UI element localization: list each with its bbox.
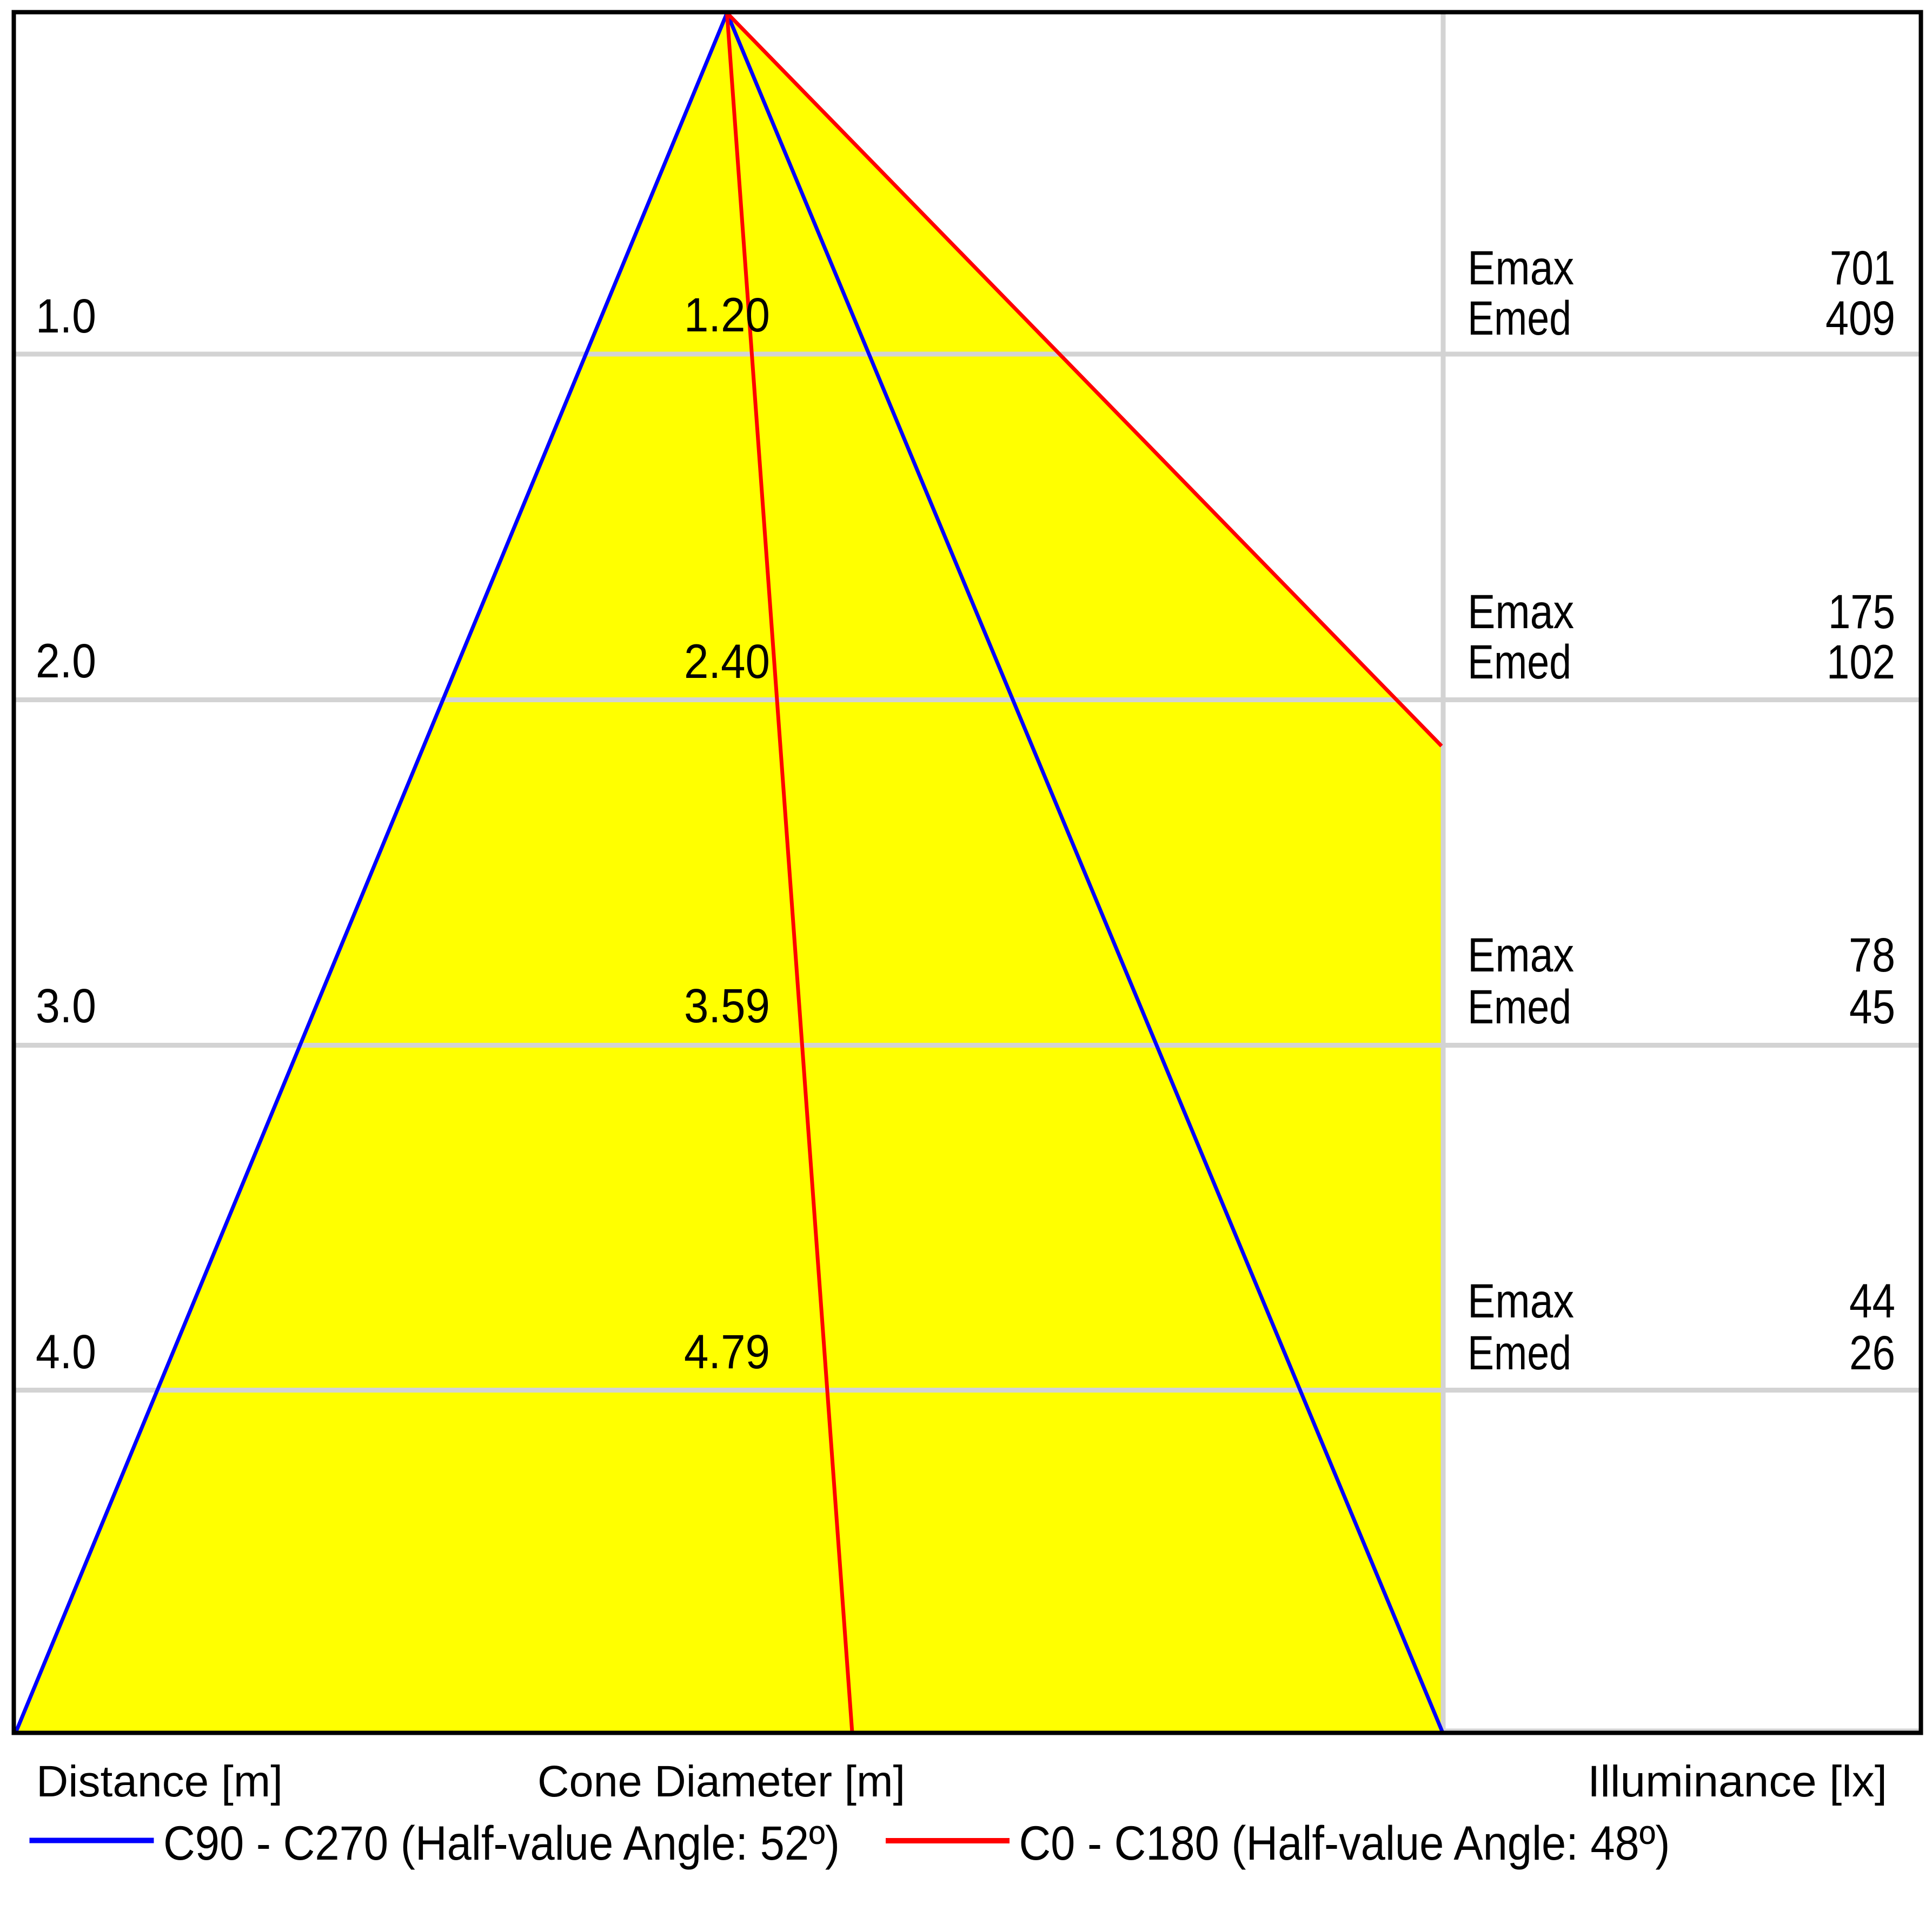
svg-text:45: 45 — [1849, 980, 1895, 1034]
svg-text:701: 701 — [1830, 241, 1895, 295]
svg-text:Cone Diameter [m]: Cone Diameter [m] — [537, 1757, 905, 1806]
svg-text:Emed: Emed — [1468, 980, 1571, 1034]
svg-text:1.20: 1.20 — [684, 288, 770, 342]
svg-text:Emed: Emed — [1468, 635, 1571, 689]
svg-text:175: 175 — [1828, 584, 1895, 638]
svg-text:3.59: 3.59 — [684, 978, 770, 1033]
svg-text:Distance [m]: Distance [m] — [36, 1757, 283, 1806]
svg-text:409: 409 — [1825, 291, 1895, 345]
svg-text:26: 26 — [1849, 1326, 1895, 1380]
svg-text:Emax: Emax — [1468, 928, 1574, 982]
svg-text:C0 - C180 (Half-value Angle: 4: C0 - C180 (Half-value Angle: 48º) — [1019, 1816, 1670, 1870]
svg-text:78: 78 — [1849, 928, 1895, 982]
svg-text:2.0: 2.0 — [36, 634, 96, 688]
svg-text:Illuminance [lx]: Illuminance [lx] — [1588, 1757, 1887, 1806]
svg-text:3.0: 3.0 — [36, 978, 96, 1033]
svg-text:Emed: Emed — [1468, 1326, 1571, 1380]
svg-text:Emax: Emax — [1468, 584, 1574, 638]
svg-text:2.40: 2.40 — [684, 634, 770, 688]
svg-text:Emax: Emax — [1468, 241, 1574, 295]
svg-text:4.79: 4.79 — [684, 1324, 770, 1379]
svg-text:C90 - C270 (Half-value Angle:: C90 - C270 (Half-value Angle: 52º) — [163, 1816, 840, 1870]
svg-text:4.0: 4.0 — [36, 1324, 96, 1379]
svg-text:102: 102 — [1827, 635, 1895, 689]
svg-text:1.0: 1.0 — [36, 289, 96, 343]
svg-text:Emax: Emax — [1468, 1274, 1574, 1328]
svg-text:44: 44 — [1849, 1274, 1895, 1328]
svg-text:Emed: Emed — [1468, 291, 1571, 345]
